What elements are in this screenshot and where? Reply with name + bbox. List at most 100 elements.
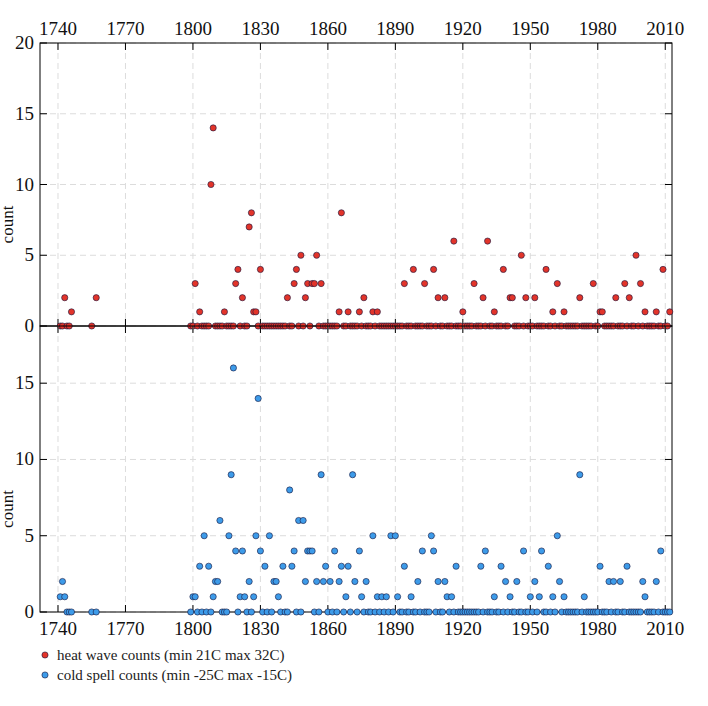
point xyxy=(338,210,344,216)
point xyxy=(251,594,257,600)
point xyxy=(302,578,308,584)
legend-label: heat wave counts (min 21C max 32C) xyxy=(57,647,284,664)
point xyxy=(581,594,587,600)
x-tick-label: 2010 xyxy=(646,618,684,639)
point xyxy=(298,609,304,615)
x-tick xyxy=(57,43,58,50)
point xyxy=(257,548,263,554)
point xyxy=(235,609,241,615)
point xyxy=(201,533,207,539)
point xyxy=(642,309,648,315)
point xyxy=(577,472,583,478)
point xyxy=(428,533,434,539)
point xyxy=(435,578,441,584)
x-tick-label: 1770 xyxy=(106,18,144,39)
point xyxy=(426,609,432,615)
point xyxy=(354,609,360,615)
chart: 1740177018001830186018901920195019802010… xyxy=(0,0,708,706)
x-grid-line xyxy=(57,326,58,612)
point xyxy=(637,609,643,615)
x-tick-label: 1980 xyxy=(579,18,617,39)
y-axis-label: count xyxy=(0,490,17,528)
x-tick xyxy=(462,326,463,333)
x-tick xyxy=(125,43,126,50)
x-tick-label: 2010 xyxy=(646,18,684,39)
point xyxy=(242,594,248,600)
x-tick-label: 1770 xyxy=(106,618,144,639)
point xyxy=(660,266,666,272)
point xyxy=(210,594,216,600)
point xyxy=(527,594,533,600)
plot-frame xyxy=(40,43,672,326)
point xyxy=(419,548,425,554)
point xyxy=(352,578,358,584)
point xyxy=(550,309,556,315)
data-points xyxy=(57,365,673,615)
point xyxy=(532,295,538,301)
panel-1: 1740177018001830186018901920195019802010… xyxy=(0,326,684,639)
point xyxy=(280,563,286,569)
x-tick xyxy=(665,326,666,333)
point xyxy=(248,210,254,216)
y-tick-label: 15 xyxy=(15,372,34,393)
point xyxy=(217,517,223,523)
point xyxy=(554,280,560,286)
point xyxy=(626,295,632,301)
x-grid-line xyxy=(530,326,531,612)
point xyxy=(239,295,245,301)
point xyxy=(208,609,214,615)
x-tick-label: 1860 xyxy=(309,18,347,39)
point xyxy=(448,594,454,600)
point xyxy=(345,563,351,569)
point xyxy=(356,548,362,554)
x-tick xyxy=(395,326,396,333)
x-tick-label: 1920 xyxy=(444,18,482,39)
point xyxy=(363,578,369,584)
y-tick-label: 0 xyxy=(25,601,35,622)
point xyxy=(597,563,603,569)
y-grid-line xyxy=(40,383,672,384)
y-tick-label: 5 xyxy=(25,525,35,546)
point xyxy=(233,548,239,554)
point xyxy=(401,563,407,569)
point xyxy=(309,548,315,554)
point xyxy=(667,609,673,615)
point xyxy=(246,224,252,230)
y-tick xyxy=(40,113,47,114)
point xyxy=(197,563,203,569)
data-points xyxy=(57,125,673,329)
x-tick xyxy=(530,326,531,333)
point xyxy=(491,309,497,315)
point xyxy=(383,594,389,600)
point xyxy=(637,280,643,286)
x-tick-label: 1830 xyxy=(241,618,279,639)
point xyxy=(480,295,486,301)
point xyxy=(408,594,414,600)
point xyxy=(289,563,295,569)
x-tick xyxy=(665,43,666,50)
point xyxy=(62,295,68,301)
point xyxy=(323,563,329,569)
point xyxy=(554,533,560,539)
point xyxy=(484,238,490,244)
x-grid-line xyxy=(395,326,396,612)
point xyxy=(68,309,74,315)
point xyxy=(460,309,466,315)
point xyxy=(93,295,99,301)
point xyxy=(550,594,556,600)
point xyxy=(300,517,306,523)
point xyxy=(230,365,236,371)
x-tick-label: 1890 xyxy=(376,618,414,639)
x-tick xyxy=(192,326,193,333)
point xyxy=(552,609,558,615)
point xyxy=(617,578,623,584)
x-tick xyxy=(597,326,598,333)
point xyxy=(266,533,272,539)
y-tick xyxy=(665,113,672,114)
x-tick xyxy=(125,319,126,326)
point xyxy=(311,280,317,286)
y-tick-label: 5 xyxy=(25,244,35,265)
point xyxy=(658,548,664,554)
point xyxy=(561,309,567,315)
y-tick-label: 20 xyxy=(15,32,34,53)
